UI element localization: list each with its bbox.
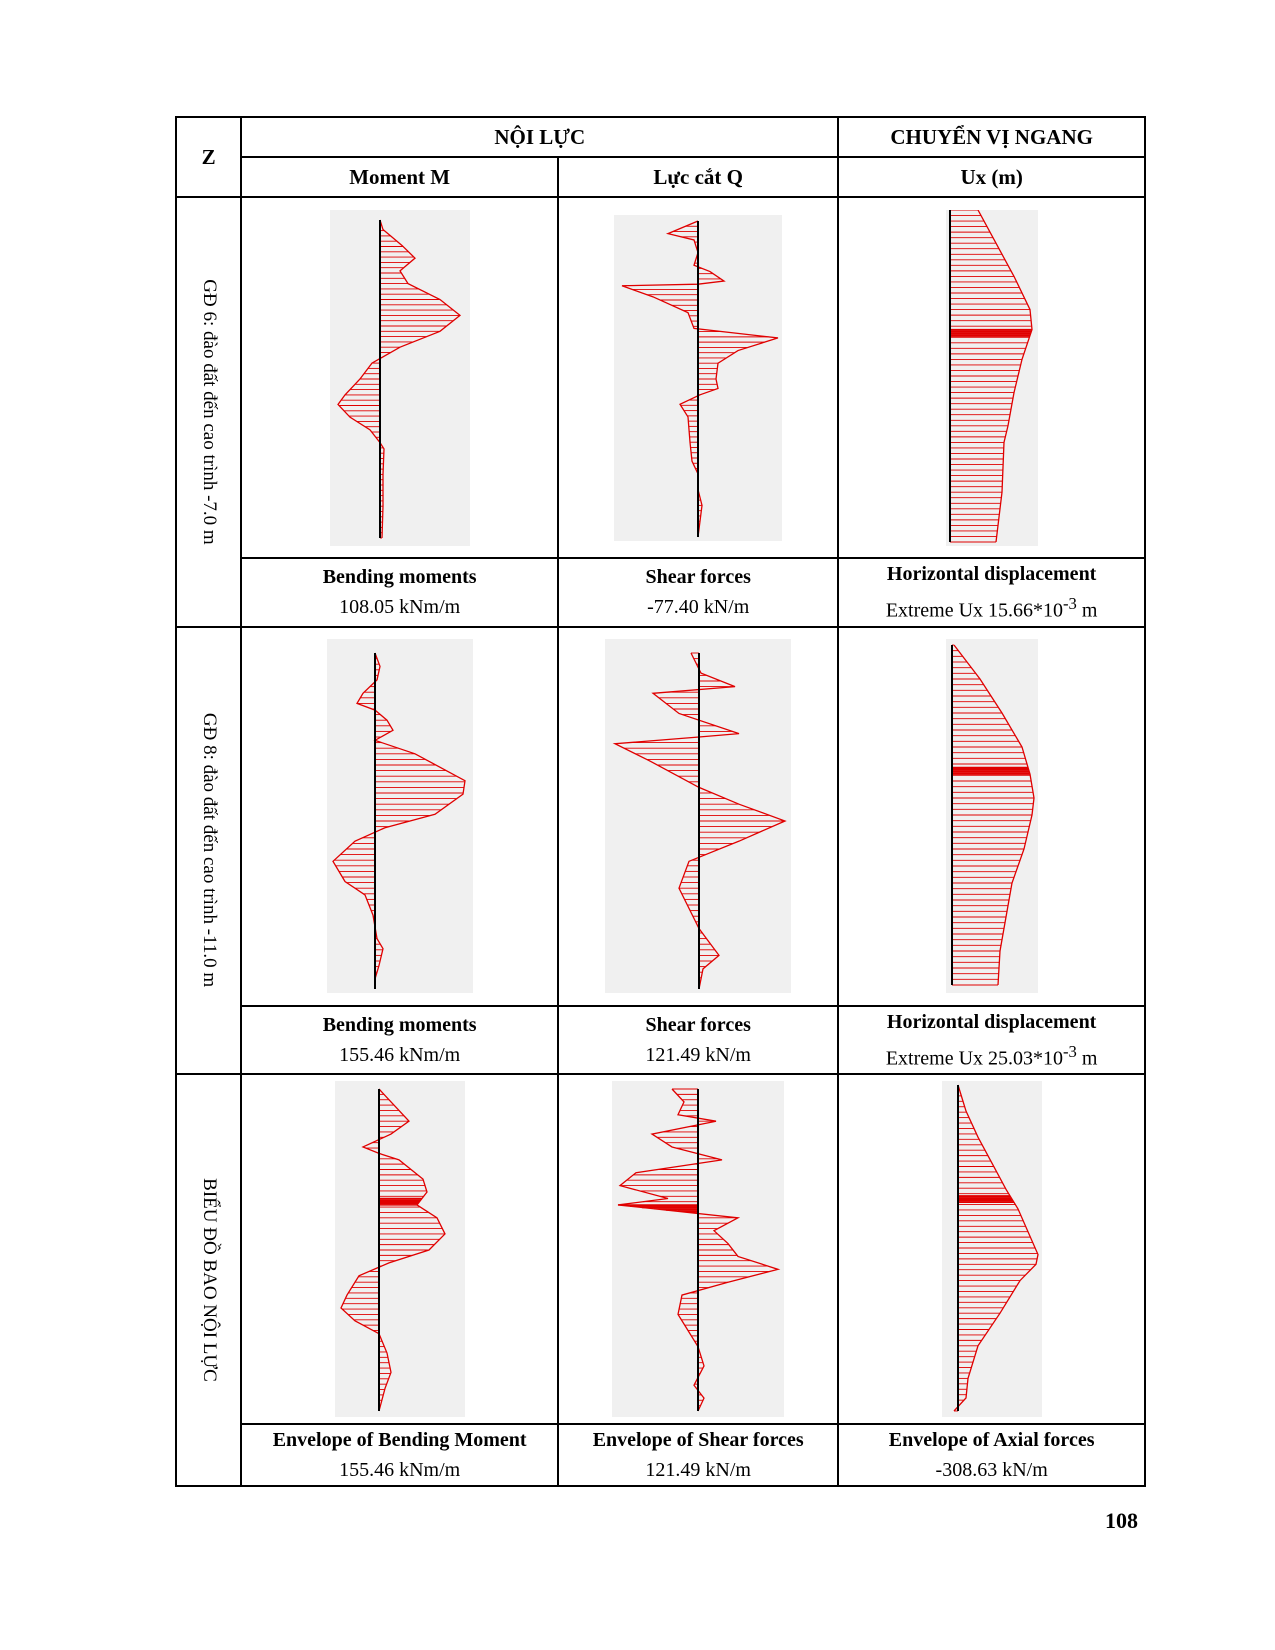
- displacement-caption-value: Extreme Ux 15.66*10-3 m: [885, 594, 1098, 622]
- chuyen-vi-header: CHUYỂN VỊ NGANG: [837, 116, 1146, 158]
- shear-diagram-cell: [557, 1073, 840, 1426]
- stage-label-cell: BIỂU ĐỒ BAO NỘI LỰC: [174, 1073, 243, 1488]
- diagram-outline: [336, 219, 461, 538]
- diagram-background: [326, 639, 473, 994]
- z-header: Z: [174, 116, 243, 198]
- displacement-diagram-cell: [837, 625, 1146, 1007]
- moment-caption-title: Envelope of Bending Moment: [272, 1429, 527, 1452]
- shear-diagram-cell: [557, 196, 840, 559]
- diagram-outline: [612, 652, 787, 990]
- displacement-caption-title: Horizontal displacement: [886, 563, 1097, 585]
- diagram-background: [945, 209, 1038, 546]
- displacement-caption-title: Horizontal displacement: [886, 1010, 1097, 1033]
- moment-diagram-cell: [240, 1073, 560, 1426]
- displacement-caption: Horizontal displacement Extreme Ux 15.66…: [837, 557, 1146, 628]
- diagram-outline: [953, 644, 1035, 986]
- diagram-outline: [331, 652, 466, 990]
- moment-caption-title: Bending moments: [322, 566, 477, 589]
- page-number: 108: [1105, 1508, 1138, 1533]
- diagram-background: [334, 1081, 465, 1418]
- diagram-background: [329, 209, 470, 546]
- diagram-outline: [339, 1088, 446, 1412]
- horizontal-displacement-diagram: [945, 209, 1038, 546]
- moment-caption-value: 108.05 kNm/m: [339, 596, 461, 619]
- moment-caption-title: Bending moments: [322, 1013, 477, 1036]
- diagram-outline: [621, 219, 779, 537]
- stage-label-cell: GĐ 8: đào đất đến cao trình -11.0 m: [174, 625, 243, 1076]
- shear-caption-value: 121.49 kN/m: [645, 1459, 751, 1482]
- displacement-caption-value: Extreme Ux 25.03*10-3 m: [885, 1041, 1098, 1070]
- diagram-outline: [977, 209, 1033, 542]
- displacement-diagram-cell: [837, 1073, 1146, 1426]
- shear-caption: Shear forces -77.40 kN/m: [557, 557, 840, 628]
- shear-caption-value: 121.49 kN/m: [645, 1043, 751, 1066]
- displacement-diagram-cell: [837, 196, 1146, 559]
- shear-caption-title: Shear forces: [645, 566, 751, 589]
- stage-label: BIỂU ĐỒ BAO NỘI LỰC: [198, 1178, 220, 1383]
- noi-luc-header: NỘI LỰC: [240, 116, 840, 158]
- axial-caption: Envelope of Axial forces -308.63 kN/m: [837, 1423, 1146, 1488]
- horizontal-displacement-diagram: [945, 639, 1038, 994]
- displacement-caption: Horizontal displacement Extreme Ux 25.03…: [837, 1004, 1146, 1076]
- moment-diagram-cell: [240, 196, 560, 559]
- stage-label-cell: GĐ 6: đào đất đến cao trình -7.0 m: [174, 196, 243, 628]
- shear-caption: Envelope of Shear forces 121.49 kN/m: [557, 1423, 840, 1488]
- shear-diagram-cell: [557, 625, 840, 1007]
- moment-caption-value: 155.46 kNm/m: [339, 1043, 461, 1066]
- shear-force-envelope: [612, 1081, 785, 1418]
- shear-caption-title: Envelope of Shear forces: [592, 1429, 804, 1452]
- stage-label: GĐ 8: đào đất đến cao trình -11.0 m: [198, 713, 220, 988]
- moment-header: Moment M: [240, 156, 560, 198]
- stage-label: GĐ 6: đào đất đến cao trình -7.0 m: [198, 279, 220, 545]
- shear-header: Lực cắt Q: [557, 156, 840, 198]
- bending-moment-diagram: [329, 209, 470, 546]
- bending-moment-diagram: [326, 639, 473, 994]
- moment-caption: Bending moments 108.05 kNm/m: [240, 557, 560, 628]
- ux-header: Ux (m): [837, 156, 1146, 198]
- axial-caption-title: Envelope of Axial forces: [888, 1429, 1095, 1452]
- shear-caption-title: Shear forces: [645, 1013, 751, 1036]
- shear-caption: Shear forces 121.49 kN/m: [557, 1004, 840, 1076]
- moment-diagram-cell: [240, 625, 560, 1007]
- results-table: Z NỘI LỰC CHUYỂN VỊ NGANG Moment M Lực c…: [174, 116, 1146, 1488]
- axial-caption-value: -308.63 kN/m: [935, 1459, 1048, 1482]
- shear-force-diagram: [605, 639, 792, 994]
- bending-moment-envelope: [334, 1081, 465, 1418]
- moment-caption-value: 155.46 kNm/m: [339, 1459, 461, 1482]
- shear-force-diagram: [614, 214, 783, 541]
- axial-force-envelope: [941, 1081, 1042, 1418]
- moment-caption: Envelope of Bending Moment 155.46 kNm/m: [240, 1423, 560, 1488]
- moment-caption: Bending moments 155.46 kNm/m: [240, 1004, 560, 1076]
- shear-caption-value: -77.40 kN/m: [647, 596, 750, 619]
- diagram-outline: [953, 1085, 1039, 1412]
